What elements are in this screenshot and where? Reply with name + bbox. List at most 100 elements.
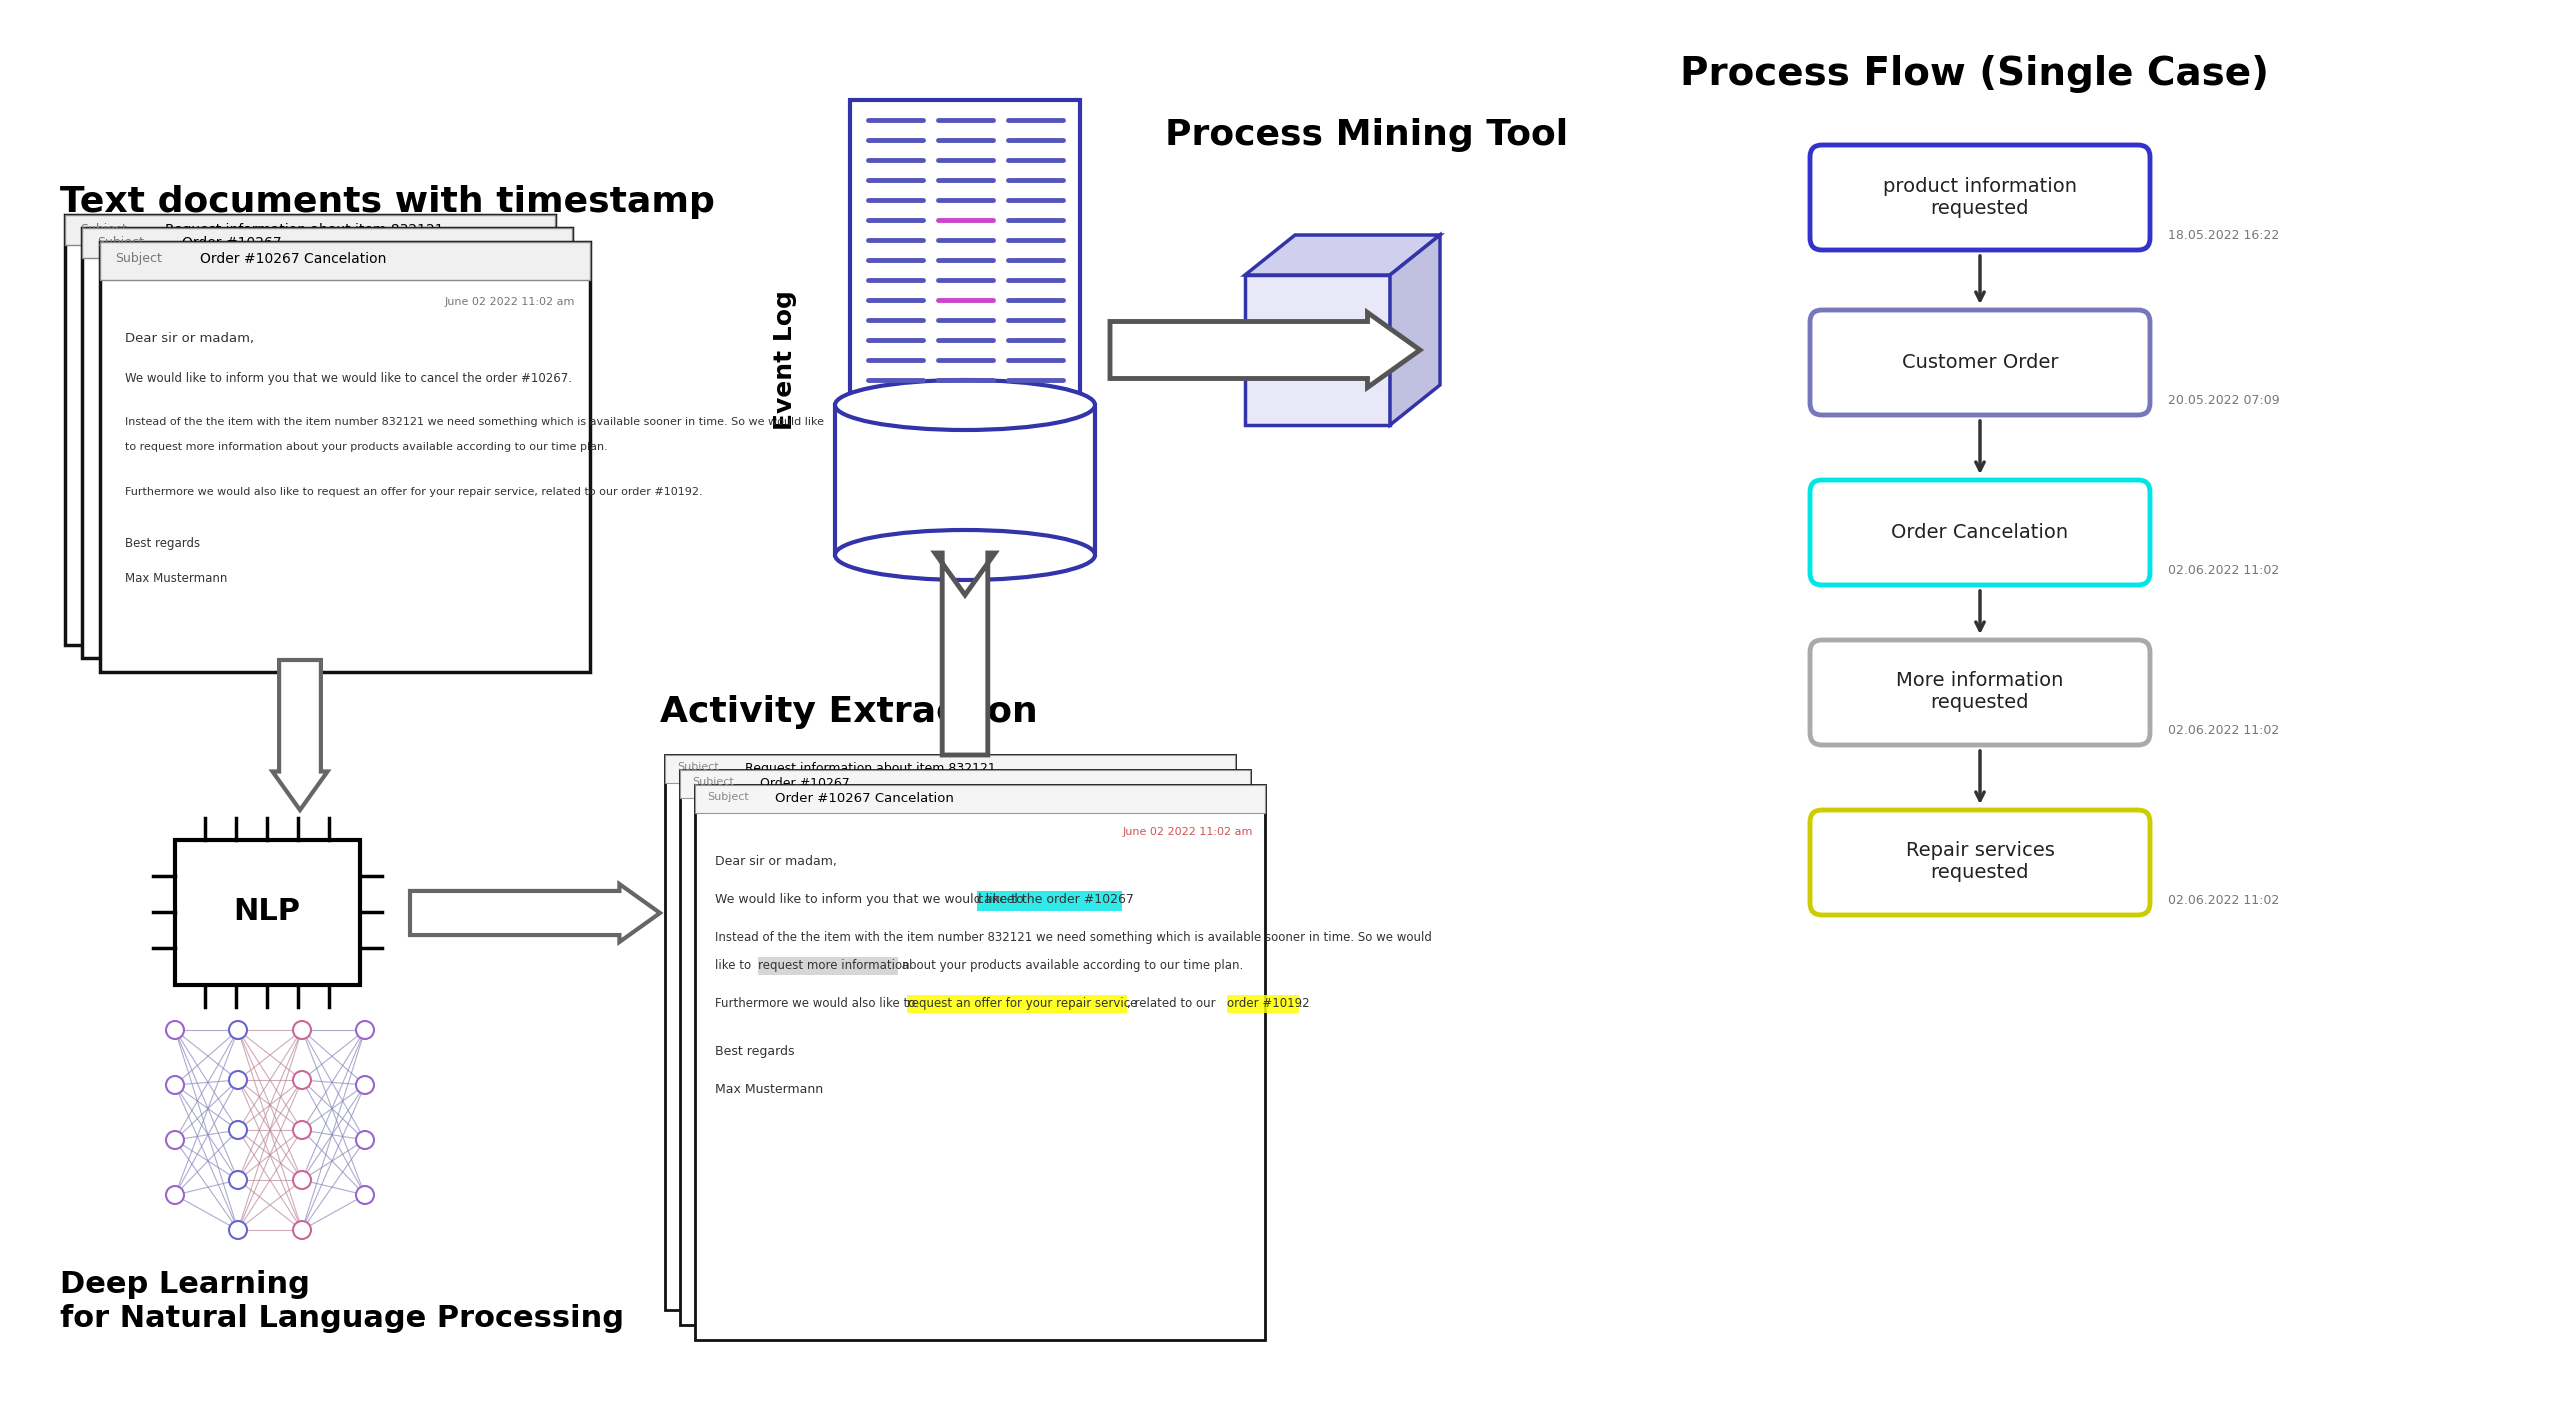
FancyBboxPatch shape bbox=[1810, 479, 2150, 585]
Text: Instead of the the item with the item number 832121 we need something which is a: Instead of the the item with the item nu… bbox=[714, 931, 1431, 943]
Circle shape bbox=[292, 1021, 310, 1039]
Text: product information
requested: product information requested bbox=[1884, 177, 2076, 218]
Circle shape bbox=[292, 1171, 310, 1189]
Bar bbox=[1244, 276, 1390, 425]
Text: Order #10267: Order #10267 bbox=[760, 778, 850, 790]
Text: cancel the order #10267: cancel the order #10267 bbox=[978, 893, 1134, 905]
Circle shape bbox=[228, 1071, 246, 1090]
FancyArrow shape bbox=[934, 553, 996, 755]
Text: We would like to inform you that we would like to: We would like to inform you that we woul… bbox=[714, 893, 1027, 905]
Text: 02.06.2022 11:02: 02.06.2022 11:02 bbox=[2168, 564, 2278, 576]
Text: Instead of the the item with the item number 832121 we need something which is a: Instead of the the item with the item nu… bbox=[125, 418, 824, 427]
Circle shape bbox=[166, 1187, 184, 1204]
Circle shape bbox=[356, 1130, 374, 1149]
Bar bbox=[82, 228, 571, 658]
Circle shape bbox=[228, 1171, 246, 1189]
Bar bbox=[666, 755, 1234, 783]
Bar bbox=[694, 785, 1265, 813]
Circle shape bbox=[356, 1021, 374, 1039]
Circle shape bbox=[228, 1121, 246, 1139]
Text: Subject: Subject bbox=[115, 252, 161, 264]
Text: Subject: Subject bbox=[79, 224, 128, 236]
Ellipse shape bbox=[835, 530, 1096, 581]
Circle shape bbox=[292, 1121, 310, 1139]
FancyBboxPatch shape bbox=[1810, 145, 2150, 250]
Text: Subject: Subject bbox=[707, 792, 748, 801]
Circle shape bbox=[356, 1076, 374, 1094]
Text: We would like to inform you that we would like to cancel the order #10267.: We would like to inform you that we woul… bbox=[125, 373, 571, 385]
Bar bbox=[64, 215, 556, 245]
Bar bbox=[64, 215, 556, 645]
Text: Order #10267 Cancelation: Order #10267 Cancelation bbox=[200, 252, 387, 266]
Text: 18.05.2022 16:22: 18.05.2022 16:22 bbox=[2168, 229, 2278, 242]
Text: 02.06.2022 11:02: 02.06.2022 11:02 bbox=[2168, 894, 2278, 907]
Text: Deep Learning
for Natural Language Processing: Deep Learning for Natural Language Proce… bbox=[59, 1270, 625, 1333]
Text: about your products available according to our time plan.: about your products available according … bbox=[899, 959, 1244, 972]
Text: .: . bbox=[1298, 997, 1303, 1010]
Bar bbox=[694, 785, 1265, 1340]
FancyBboxPatch shape bbox=[1810, 309, 2150, 415]
Text: Best regards: Best regards bbox=[714, 1045, 794, 1057]
Text: Subject: Subject bbox=[676, 762, 719, 772]
Text: June 02 2022 11:02 am: June 02 2022 11:02 am bbox=[445, 297, 576, 307]
Bar bbox=[835, 405, 1096, 555]
Text: Request information about item 832121: Request information about item 832121 bbox=[745, 762, 996, 775]
Text: 20.05.2022 07:09: 20.05.2022 07:09 bbox=[2168, 394, 2278, 406]
Text: Best regards: Best regards bbox=[125, 537, 200, 550]
Text: Furthermore we would also like to: Furthermore we would also like to bbox=[714, 997, 919, 1010]
Polygon shape bbox=[1390, 235, 1439, 425]
Bar bbox=[100, 242, 589, 672]
Circle shape bbox=[356, 1187, 374, 1204]
Bar bbox=[174, 839, 361, 986]
Text: Max Mustermann: Max Mustermann bbox=[125, 572, 228, 585]
Text: order #10192: order #10192 bbox=[1226, 997, 1311, 1010]
Bar bbox=[978, 891, 1121, 911]
Text: Process Flow (Single Case): Process Flow (Single Case) bbox=[1679, 55, 2268, 93]
Text: Subject: Subject bbox=[691, 778, 735, 787]
Circle shape bbox=[166, 1130, 184, 1149]
Text: Order #10267 Cancelation: Order #10267 Cancelation bbox=[776, 792, 955, 806]
Bar bbox=[906, 995, 1126, 1012]
Bar bbox=[758, 957, 899, 974]
Bar bbox=[1226, 995, 1298, 1012]
Text: to request more information about your products available according to our time : to request more information about your p… bbox=[125, 441, 607, 451]
Text: Dear sir or madam,: Dear sir or madam, bbox=[125, 332, 253, 344]
Bar bbox=[82, 228, 571, 257]
Text: Furthermore we would also like to request an offer for your repair service, rela: Furthermore we would also like to reques… bbox=[125, 486, 701, 496]
Circle shape bbox=[228, 1220, 246, 1239]
Text: June 02 2022 11:02 am: June 02 2022 11:02 am bbox=[1124, 827, 1252, 837]
Text: Order #10267: Order #10267 bbox=[182, 236, 282, 250]
Text: Max Mustermann: Max Mustermann bbox=[714, 1083, 824, 1097]
Bar bbox=[681, 770, 1249, 799]
Circle shape bbox=[228, 1021, 246, 1039]
FancyBboxPatch shape bbox=[1810, 810, 2150, 915]
Text: like to: like to bbox=[714, 959, 755, 972]
Text: , related to our: , related to our bbox=[1126, 997, 1219, 1010]
Text: Text documents with timestamp: Text documents with timestamp bbox=[59, 186, 714, 219]
Text: NLP: NLP bbox=[233, 897, 300, 927]
Text: Activity Extraction: Activity Extraction bbox=[660, 695, 1037, 728]
Text: Dear sir or madam,: Dear sir or madam, bbox=[714, 855, 837, 868]
Text: Process Mining Tool: Process Mining Tool bbox=[1165, 118, 1569, 152]
Text: Request information about item 832121: Request information about item 832121 bbox=[164, 224, 443, 238]
Circle shape bbox=[292, 1071, 310, 1090]
Text: Subject: Subject bbox=[97, 236, 143, 249]
Bar bbox=[100, 242, 589, 280]
Circle shape bbox=[166, 1021, 184, 1039]
FancyArrow shape bbox=[271, 659, 328, 810]
Ellipse shape bbox=[835, 380, 1096, 430]
Bar bbox=[666, 755, 1234, 1310]
Circle shape bbox=[292, 1220, 310, 1239]
Text: Repair services
requested: Repair services requested bbox=[1905, 842, 2056, 883]
Bar bbox=[681, 770, 1249, 1324]
Text: Event Log: Event Log bbox=[773, 290, 796, 430]
Text: request more information: request more information bbox=[758, 959, 909, 972]
Text: Order Cancelation: Order Cancelation bbox=[1892, 523, 2068, 541]
Text: request an offer for your repair service: request an offer for your repair service bbox=[906, 997, 1137, 1010]
Text: More information
requested: More information requested bbox=[1897, 672, 2063, 713]
FancyBboxPatch shape bbox=[1810, 640, 2150, 745]
FancyArrow shape bbox=[1111, 312, 1421, 388]
FancyArrow shape bbox=[410, 884, 660, 942]
Text: Customer Order: Customer Order bbox=[1902, 353, 2058, 371]
Circle shape bbox=[166, 1076, 184, 1094]
